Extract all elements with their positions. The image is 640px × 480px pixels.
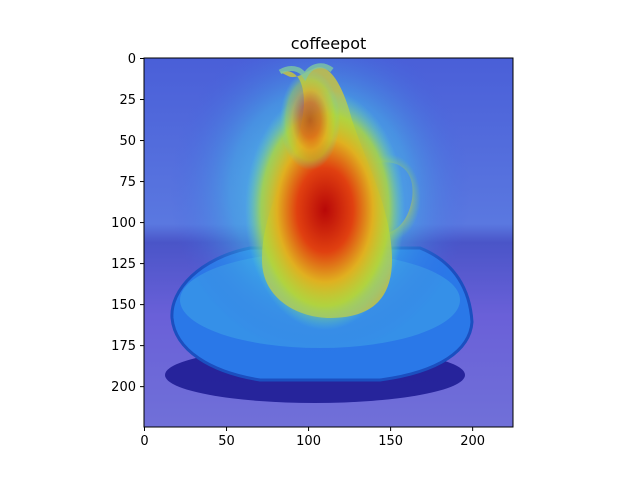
- y-tick-label: 150: [111, 298, 136, 313]
- y-tick-label: 0: [128, 52, 136, 67]
- y-tick-label: 100: [111, 216, 136, 231]
- x-tick-label: 150: [378, 434, 403, 449]
- x-tick-label: 100: [296, 434, 321, 449]
- x-tick-label: 50: [218, 434, 235, 449]
- pot-spout: [278, 63, 334, 82]
- x-tick-label: 200: [460, 434, 485, 449]
- x-tick-label: 0: [140, 434, 148, 449]
- hotspot-main: [245, 90, 405, 330]
- x-axis: 0 50 100 150 200: [140, 427, 485, 449]
- y-axis: 0 25 50 75 100 125 150 175 200: [111, 52, 144, 395]
- chart-title: coffeepot: [291, 34, 367, 53]
- y-tick-label: 25: [119, 93, 136, 108]
- hotspot-spout: [280, 70, 340, 170]
- y-tick-label: 200: [111, 380, 136, 395]
- y-tick-label: 50: [119, 134, 136, 149]
- y-tick-label: 175: [111, 339, 136, 354]
- axes-frame: [143, 57, 514, 428]
- y-tick-label: 125: [111, 257, 136, 272]
- heatmap-image: [144, 58, 513, 427]
- y-tick-label: 75: [119, 175, 136, 190]
